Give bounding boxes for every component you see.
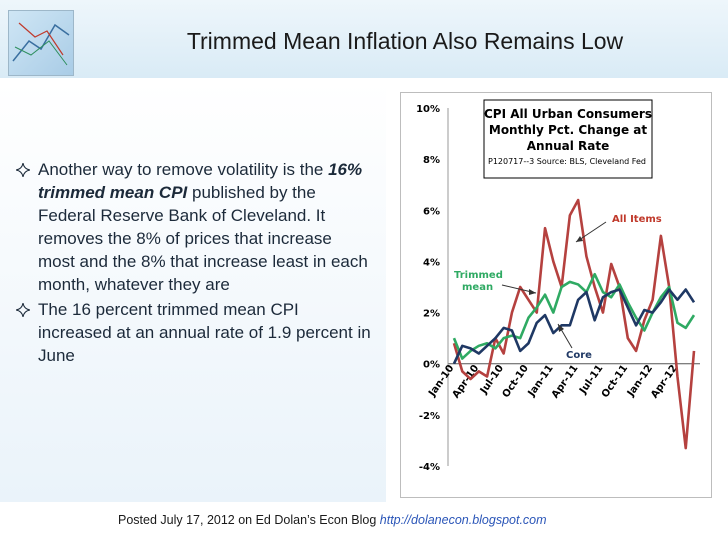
series-lines [452, 198, 696, 450]
all-items-annotation: All Items [612, 214, 662, 225]
chart-title-line-3: Annual Rate [527, 139, 610, 153]
y-tick-label: 10% [416, 104, 440, 115]
core-arrow-head [558, 324, 564, 332]
diamond-bullet-icon [16, 303, 30, 317]
bullet-list: Another way to remove volatility is the … [16, 158, 372, 369]
text-panel [0, 82, 386, 502]
y-tick-label: -4% [419, 462, 440, 473]
chart-title-line-1: CPI All Urban Consumers [484, 107, 652, 121]
bullet-item: Another way to remove volatility is the … [16, 158, 372, 296]
logo-graphic [12, 22, 70, 66]
footer-text: Posted July 17, 2012 on Ed Dolan’s Econ … [118, 513, 377, 527]
y-tick-label: 4% [423, 257, 440, 268]
chart-title-line-2: Monthly Pct. Change at [489, 123, 647, 137]
y-tick-label: 6% [423, 206, 440, 217]
y-tick-label: 0% [423, 360, 440, 371]
trimmed-annotation: Trimmed [454, 270, 503, 281]
series-line-core [452, 288, 696, 365]
logo-image [8, 10, 74, 76]
bullet-text-rest: published by the Federal Reserve Bank of… [38, 183, 368, 294]
bullet-text: The 16 percent trimmed mean CPI increase… [38, 300, 371, 365]
series-line-all-items [452, 198, 696, 450]
inflation-line-chart: -4%-2%0%2%4%6%8%10% Jan-10Apr-10Jul-10Oc… [400, 92, 712, 498]
slide-title: Trimmed Mean Inflation Also Remains Low [186, 28, 624, 54]
bullet-item: The 16 percent trimmed mean CPI increase… [16, 298, 372, 367]
blog-link[interactable]: http://dolanecon.blogspot.com [379, 513, 547, 527]
slide-header [0, 0, 728, 78]
trimmed-mean-annotation: mean [462, 282, 493, 293]
y-axis: -4% -2% 0% 2% 4% 6% 8% 10% [416, 104, 440, 473]
bullet-emphasis: 16% trimmed mean CPI [38, 160, 363, 202]
all-items-arrow-head [576, 236, 583, 242]
bullet-text: Another way to remove volatility is the [38, 160, 324, 179]
core-annotation: Core [566, 350, 592, 361]
footer: Posted July 17, 2012 on Ed Dolan’s Econ … [118, 513, 547, 527]
chart-title-box [483, 99, 653, 179]
chart-source: P120717--3 Source: BLS, Cleveland Fed [488, 157, 646, 166]
trimmed-arrow-head [529, 289, 536, 295]
diamond-bullet-icon [16, 163, 30, 177]
y-tick-label: 2% [423, 309, 440, 320]
y-tick-label: -2% [419, 411, 440, 422]
y-tick-label: 8% [423, 155, 440, 166]
